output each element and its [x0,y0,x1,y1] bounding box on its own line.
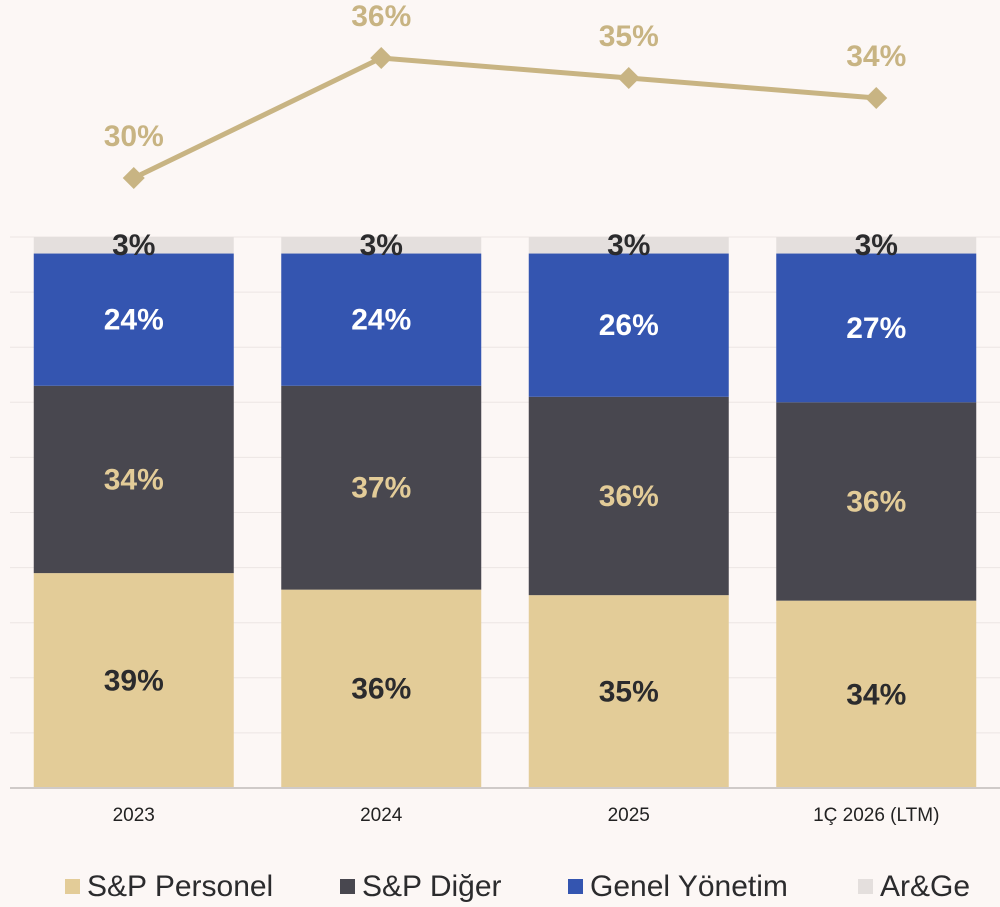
data-label: 3% [855,229,898,262]
bar-segment [281,253,482,386]
legend-swatch [858,879,873,894]
legend-label: Ar&Ge [880,870,970,903]
bar-segment [33,237,234,254]
bar-segment [528,237,729,254]
bar-segment [281,589,482,788]
line [132,55,877,181]
line-label: 36% [351,0,411,33]
legend-label: S&P Diğer [362,870,502,903]
line-marker [617,67,640,89]
line-marker [122,167,145,189]
bar-segment [528,595,729,788]
data-label: 36% [846,485,906,518]
line-label: 30% [104,120,164,153]
bar-segment [33,573,234,788]
line-label: 34% [846,40,906,73]
x-tick-label: 2024 [360,805,403,826]
data-label: 26% [599,309,659,342]
data-label: 35% [599,675,659,708]
legend-label: S&P Personel [87,870,273,903]
data-label: 3% [607,229,650,262]
data-label: 36% [351,673,411,706]
data-label: 3% [360,229,403,262]
line-marker [865,87,888,109]
legend-label: Genel Yönetim [590,870,788,903]
line-label: 35% [599,20,659,53]
x-tick-label: 1Ç 2026 (LTM) [813,805,939,826]
bar-segment [281,385,482,590]
data-label: 39% [104,664,164,697]
bar-segment [33,385,234,574]
legend-swatch [340,879,355,894]
legend-swatch [65,879,80,894]
bar-segment [528,396,729,596]
bar-segment [281,237,482,254]
data-label: 37% [351,472,411,505]
x-tick-label: 2025 [608,805,650,826]
x-tick-label: 2023 [113,805,155,826]
data-label: 34% [104,463,164,496]
line-marker [370,47,393,69]
data-label: 24% [104,304,164,337]
bar-segment [776,600,977,788]
bar-segment [33,253,234,386]
data-label: 36% [599,480,659,513]
bar-segment [776,402,977,601]
bar-segment [776,253,977,403]
data-label: 34% [846,678,906,711]
data-label: 27% [846,312,906,345]
data-label: 24% [351,304,411,337]
legend-swatch [568,879,583,894]
data-label: 3% [112,229,155,262]
bar-segment [528,253,729,397]
bar-segment [776,237,977,254]
